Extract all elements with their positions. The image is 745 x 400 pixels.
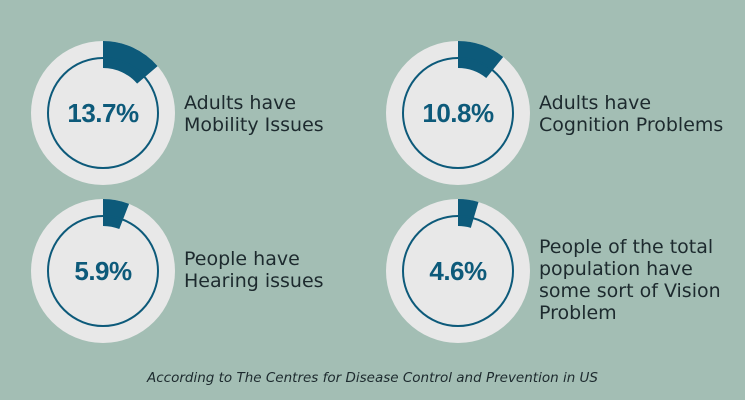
description-line: Adults have [539,92,652,114]
description-line: Hearing issues [184,270,324,292]
stat-description: Adults have Cognition Problems [539,92,739,136]
description-line: People have [184,248,300,270]
description-line: Cognition Problems [539,114,724,136]
donut-svg [386,199,530,343]
description-line: some sort of Vision [539,280,721,302]
percentage-label: 5.9% [74,255,132,286]
percentage-label: 13.7% [67,97,139,128]
donut-chart [385,198,531,344]
donut-segment [103,41,158,84]
donut-inner-ring [47,215,159,327]
donut-svg [386,41,530,185]
stat-description: People of the total population have some… [539,236,739,324]
description-line: Mobility Issues [184,114,324,136]
stat-vision: 4.6% People of the total population have… [385,198,745,348]
description-line: Problem [539,302,617,324]
percentage-label: 10.8% [422,97,494,128]
description-line: population have [539,258,693,280]
donut-chart [385,40,531,186]
donut-segment [103,199,130,230]
donut-base [31,199,175,343]
donut-chart [30,198,176,344]
source-footnote: According to The Centres for Disease Con… [147,370,598,386]
stat-cognition: 10.8% Adults have Cognition Problems [385,40,745,190]
stat-description: Adults have Mobility Issues [184,92,384,136]
donut-inner-ring [47,57,159,169]
stat-mobility: 13.7% Adults have Mobility Issues [30,40,390,190]
donut-svg [31,199,175,343]
donut-chart [30,40,176,186]
donut-segment [458,199,479,228]
donut-base [386,41,530,185]
description-line: Adults have [184,92,297,114]
stat-hearing: 5.9% People have Hearing issues [30,198,390,348]
percentage-label: 4.6% [429,255,487,286]
description-line: People of the total [539,236,714,258]
donut-inner-ring [402,215,514,327]
donut-inner-ring [402,57,514,169]
stat-description: People have Hearing issues [184,248,384,292]
donut-svg [31,41,175,185]
donut-base [386,199,530,343]
